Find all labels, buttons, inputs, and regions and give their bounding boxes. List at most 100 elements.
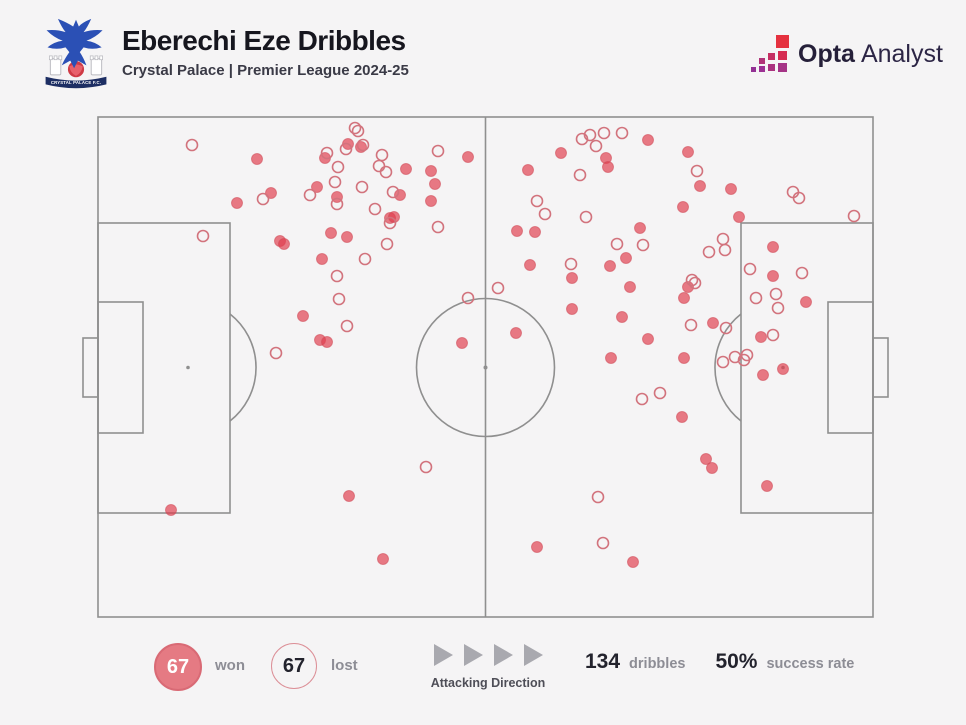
dribble-lost [340, 319, 354, 333]
dribble-lost [332, 292, 346, 306]
opta-icon [751, 35, 789, 72]
dribble-lost [351, 124, 365, 138]
dribble-won [566, 272, 578, 284]
dribble-lost [331, 160, 345, 174]
dribble-lost [719, 321, 733, 335]
dribble-lost [356, 138, 370, 152]
dribble-won [777, 363, 789, 375]
dribble-lost [847, 209, 861, 223]
dribble-lost [196, 229, 210, 243]
dribble-won [642, 333, 654, 345]
dribble-won [678, 352, 690, 364]
dribble-won [394, 189, 406, 201]
dribble-lost [635, 392, 649, 406]
dribble-lost [383, 216, 397, 230]
banner-text: CRYSTAL PALACE F.C. [51, 80, 101, 85]
dribble-won [429, 178, 441, 190]
dribble-lost [530, 194, 544, 208]
dribble-won [462, 151, 474, 163]
dribble-won [425, 165, 437, 177]
dribble-lost [339, 142, 353, 156]
dribble-won [676, 411, 688, 423]
tower-icon [49, 55, 103, 76]
dribble-lost [256, 192, 270, 206]
dribble-won [733, 211, 745, 223]
dribble-won [616, 311, 628, 323]
dribble-won [706, 462, 718, 474]
crystal-palace-crest: CRYSTAL PALACE F.C. [45, 18, 107, 89]
dribble-lost [766, 328, 780, 342]
won-count-badge: 67 [154, 643, 202, 691]
dribble-won [165, 504, 177, 516]
dribble-won [511, 225, 523, 237]
dribble-lost [579, 210, 593, 224]
dribble-won [231, 197, 243, 209]
dribble-won [297, 310, 309, 322]
dribble-won [555, 147, 567, 159]
dribble-won [341, 231, 353, 243]
eagle-icon [46, 18, 103, 69]
dribble-lost [684, 318, 698, 332]
dribble-won [725, 183, 737, 195]
dribble-won [529, 226, 541, 238]
dribble-lost [743, 262, 757, 276]
dribble-lost [185, 138, 199, 152]
dribble-lost [538, 207, 552, 221]
dribble-won [325, 227, 337, 239]
dribble-lost [596, 536, 610, 550]
dribble-lost [610, 237, 624, 251]
dribble-lost [688, 276, 702, 290]
dribble-won [602, 161, 614, 173]
dribble-lost [461, 291, 475, 305]
dribble-won [510, 327, 522, 339]
lost-count-badge: 67 [271, 643, 317, 689]
dribble-won [456, 337, 468, 349]
dribble-lost [431, 144, 445, 158]
dribble-lost [328, 175, 342, 189]
dribble-lost [771, 301, 785, 315]
dribble-won [755, 331, 767, 343]
dribble-lost [375, 148, 389, 162]
dribble-lost [591, 490, 605, 504]
dribble-lost [589, 139, 603, 153]
dribble-lost [419, 460, 433, 474]
dribble-lost [330, 269, 344, 283]
dribble-lost [702, 245, 716, 259]
dribble-lost [491, 281, 505, 295]
dribble-won [707, 317, 719, 329]
dribble-won [620, 252, 632, 264]
dribble-won [566, 303, 578, 315]
dribble-lost [737, 353, 751, 367]
dribble-won [251, 153, 263, 165]
opta-analyst-logo: Opta Analyst [750, 34, 943, 74]
dribble-won [278, 238, 290, 250]
dribble-won [522, 164, 534, 176]
dribble-lost [379, 165, 393, 179]
dribble-lost [431, 220, 445, 234]
dribble-lost [564, 257, 578, 271]
dribble-won [678, 292, 690, 304]
dribble-won [800, 296, 812, 308]
dribbles-total: 134 [585, 650, 621, 673]
dribble-won [316, 253, 328, 265]
dribble-lost [653, 386, 667, 400]
dribble-lost [636, 238, 650, 252]
dribble-won [624, 281, 636, 293]
dribble-lost [355, 180, 369, 194]
dribble-lost [303, 188, 317, 202]
dribble-won [627, 556, 639, 568]
dribble-won [677, 201, 689, 213]
dribble-lost [728, 350, 742, 364]
pitch-lines [82, 116, 889, 618]
page-subtitle: Crystal Palace | Premier League 2024-25 [122, 61, 409, 79]
dribble-won [343, 490, 355, 502]
dribble-lost [380, 237, 394, 251]
dribble-won [400, 163, 412, 175]
dribble-won [761, 480, 773, 492]
dribble-won [604, 260, 616, 272]
dribble-won [767, 241, 779, 253]
dribble-won [321, 336, 333, 348]
dribble-dots [165, 121, 861, 568]
summary-stats: 134 dribbles 50% success rate [585, 650, 854, 674]
